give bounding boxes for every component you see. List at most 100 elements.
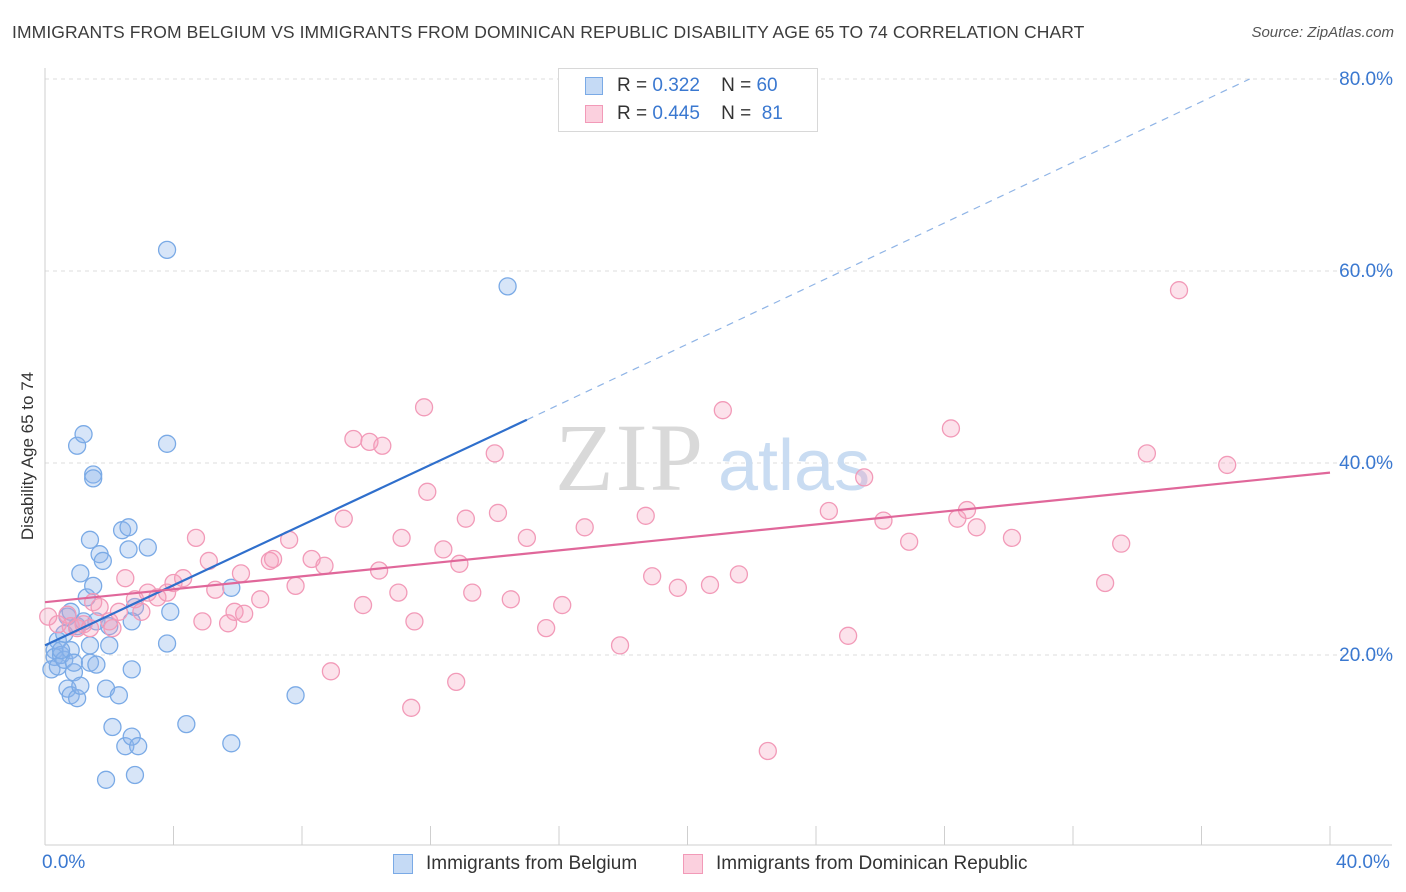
point-dominican bbox=[838, 626, 858, 645]
legend-n-label: N = bbox=[721, 103, 752, 124]
point-dominican bbox=[1218, 455, 1237, 475]
point-belgium bbox=[64, 653, 84, 672]
series-swatch-dominican bbox=[683, 854, 703, 874]
point-dominican bbox=[373, 436, 392, 455]
legend-dominican-r: 0.445 bbox=[652, 103, 700, 124]
point-dominican bbox=[286, 576, 305, 596]
point-dominican bbox=[235, 604, 254, 623]
point-dominican bbox=[218, 614, 238, 633]
point-belgium bbox=[80, 636, 100, 655]
point-dominican bbox=[855, 468, 874, 487]
point-belgium bbox=[119, 540, 138, 559]
point-belgium bbox=[138, 538, 157, 557]
point-belgium bbox=[116, 737, 135, 756]
y-tick-label: 80.0% bbox=[1339, 69, 1393, 90]
point-dominican bbox=[668, 578, 688, 597]
legend-dominican-n: 81 bbox=[761, 103, 783, 124]
point-belgium bbox=[93, 551, 112, 571]
x-tick-max: 40.0% bbox=[1336, 852, 1390, 873]
point-dominican bbox=[1137, 444, 1157, 463]
point-belgium bbox=[122, 660, 141, 679]
point-belgium bbox=[498, 277, 517, 296]
point-dominican bbox=[941, 419, 961, 438]
point-dominican bbox=[418, 482, 437, 501]
point-belgium bbox=[100, 617, 119, 636]
chart-title: IMMIGRANTS FROM BELGIUM VS IMMIGRANTS FR… bbox=[12, 22, 1085, 42]
point-belgium bbox=[222, 734, 241, 753]
point-belgium bbox=[67, 436, 87, 455]
point-dominican bbox=[700, 575, 720, 595]
point-belgium bbox=[84, 469, 103, 488]
point-dominican bbox=[713, 401, 732, 420]
point-belgium bbox=[109, 686, 129, 705]
point-dominican bbox=[58, 605, 77, 624]
stats-legend: R = 0.322 N = 60 R = 0.445 N = 81 bbox=[558, 68, 818, 132]
point-dominican bbox=[729, 565, 749, 584]
watermark-atlas: atlas bbox=[718, 426, 870, 506]
point-belgium bbox=[103, 717, 122, 737]
point-belgium bbox=[157, 634, 177, 653]
point-dominican bbox=[103, 618, 122, 638]
point-belgium bbox=[100, 636, 119, 655]
point-dominican bbox=[643, 567, 662, 586]
point-dominican bbox=[456, 509, 475, 528]
point-belgium bbox=[161, 602, 180, 621]
point-dominican bbox=[553, 595, 572, 615]
legend-belgium-r: 0.322 bbox=[652, 75, 700, 96]
point-dominican bbox=[447, 672, 466, 692]
point-dominican bbox=[315, 556, 334, 575]
series-label-dominican: Immigrants from Dominican Republic bbox=[716, 853, 1028, 874]
point-belgium bbox=[122, 612, 141, 631]
point-dominican bbox=[463, 583, 482, 602]
legend-belgium-n: 60 bbox=[756, 75, 778, 96]
point-belgium bbox=[96, 770, 116, 789]
point-dominican bbox=[132, 602, 151, 621]
axes bbox=[44, 68, 1392, 846]
point-dominican bbox=[353, 595, 373, 615]
point-dominican bbox=[116, 569, 135, 588]
point-dominican bbox=[392, 528, 411, 548]
point-dominican bbox=[450, 554, 469, 573]
legend-n-label: N = bbox=[721, 75, 752, 96]
point-dominican bbox=[260, 551, 280, 571]
point-belgium bbox=[80, 530, 100, 549]
legend-r-label: R = bbox=[617, 103, 648, 124]
point-dominican bbox=[90, 597, 109, 617]
series-swatch-belgium bbox=[393, 854, 413, 874]
point-belgium bbox=[71, 564, 90, 583]
point-dominican bbox=[610, 636, 630, 655]
point-dominican bbox=[967, 518, 986, 537]
point-belgium bbox=[177, 714, 196, 734]
point-dominican bbox=[251, 590, 270, 609]
point-dominican bbox=[263, 549, 283, 569]
point-belgium bbox=[51, 641, 71, 660]
point-dominican bbox=[231, 564, 251, 583]
point-dominican bbox=[414, 398, 434, 417]
trend-line-belgium-extension bbox=[526, 78, 1250, 421]
point-dominican bbox=[819, 501, 838, 521]
point-dominican bbox=[186, 528, 206, 548]
trend-line-belgium bbox=[44, 418, 528, 647]
point-dominican bbox=[537, 618, 556, 638]
point-belgium bbox=[122, 727, 141, 746]
point-dominican bbox=[344, 429, 363, 449]
y-tick-labels: 20.0% 40.0% 60.0% 80.0% bbox=[1339, 69, 1393, 666]
y-axis-label: Disability Age 65 to 74 bbox=[18, 371, 37, 541]
source-label: Source: ZipAtlas.com bbox=[1251, 24, 1394, 41]
watermark-zip: ZIP bbox=[555, 404, 705, 511]
point-dominican bbox=[1002, 528, 1022, 548]
point-dominican bbox=[488, 503, 508, 523]
point-belgium bbox=[157, 240, 177, 260]
point-dominican bbox=[334, 509, 353, 528]
point-dominican bbox=[434, 540, 453, 559]
point-belgium bbox=[71, 676, 90, 695]
point-dominican bbox=[369, 561, 389, 580]
series-label-belgium: Immigrants from Belgium bbox=[426, 853, 638, 874]
y-tick-label: 40.0% bbox=[1339, 453, 1393, 474]
data-points bbox=[39, 240, 1237, 789]
legend-swatch-dominican bbox=[585, 105, 603, 123]
point-belgium bbox=[84, 576, 103, 596]
point-belgium bbox=[125, 765, 145, 785]
point-dominican bbox=[758, 741, 777, 761]
